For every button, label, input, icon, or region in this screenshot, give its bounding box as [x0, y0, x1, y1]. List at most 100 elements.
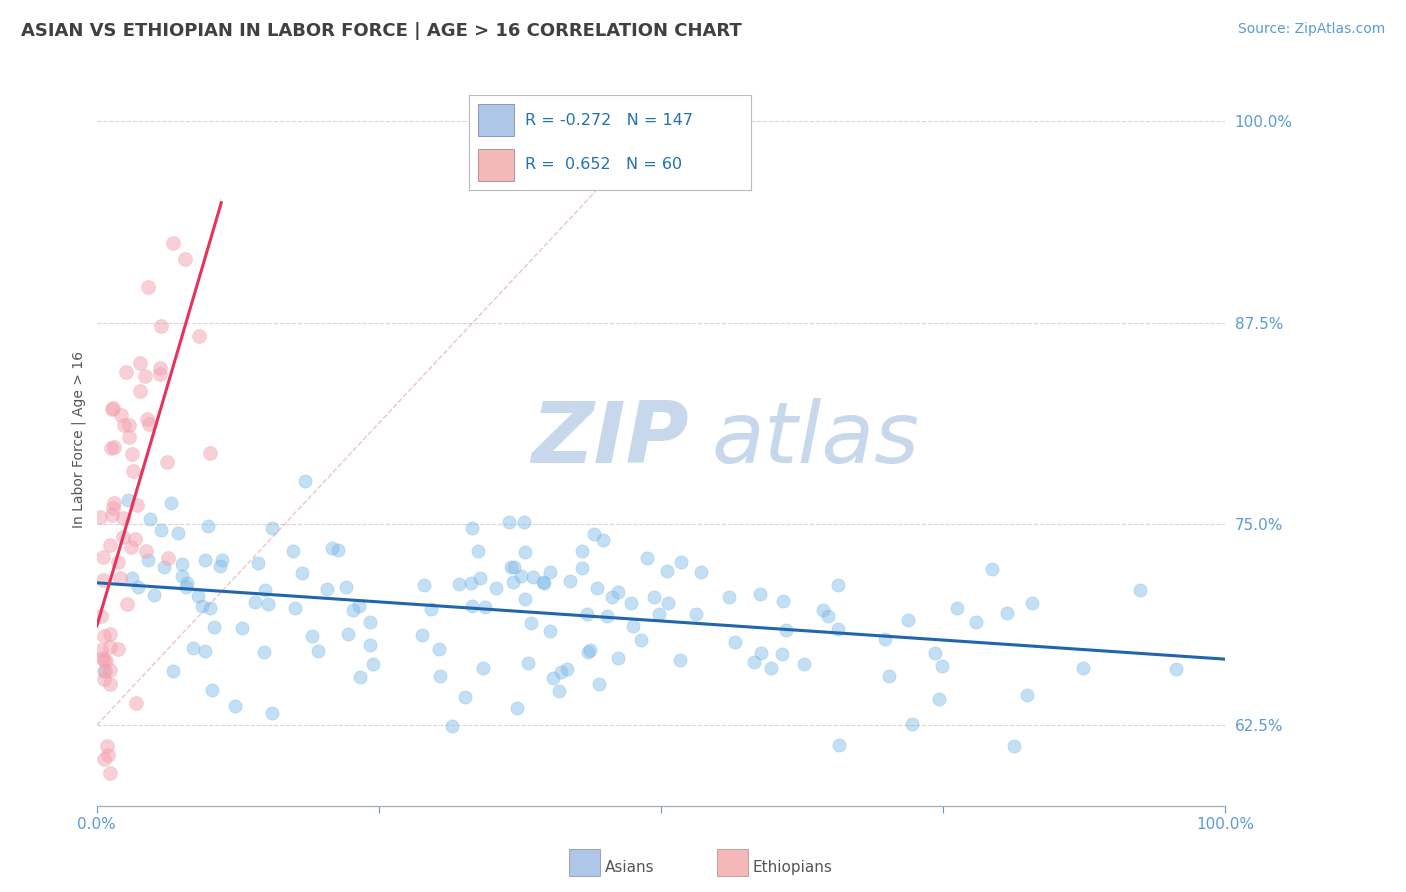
Point — [257, 597, 280, 611]
Point — [174, 252, 197, 266]
Point — [100, 442, 122, 456]
Point — [877, 669, 900, 683]
Point — [194, 553, 217, 567]
Point — [454, 690, 477, 704]
Point — [118, 430, 141, 444]
Point — [467, 544, 489, 558]
Point — [503, 560, 526, 574]
Point — [538, 566, 561, 580]
Point — [336, 626, 359, 640]
Point — [253, 645, 276, 659]
Point — [749, 587, 772, 601]
Point — [115, 365, 138, 379]
Point — [828, 738, 851, 752]
Point — [557, 661, 579, 675]
Point — [97, 747, 120, 762]
Point — [499, 560, 522, 574]
Point — [522, 570, 544, 584]
Point — [115, 597, 138, 611]
Point — [897, 613, 920, 627]
Point — [281, 544, 304, 558]
Point — [1071, 660, 1094, 674]
Point — [98, 677, 121, 691]
Point — [995, 607, 1018, 621]
Point — [413, 577, 436, 591]
Point — [284, 601, 307, 615]
Point — [101, 401, 124, 416]
Point — [170, 569, 193, 583]
Point — [326, 542, 349, 557]
Point — [98, 626, 121, 640]
Point — [485, 581, 508, 595]
Point — [724, 635, 747, 649]
Point — [112, 418, 135, 433]
Point — [93, 652, 115, 666]
Point — [516, 656, 538, 670]
Point — [162, 235, 184, 250]
Text: Asians: Asians — [605, 860, 654, 874]
Point — [827, 622, 849, 636]
Point — [209, 558, 232, 573]
Point — [669, 653, 692, 667]
Point — [91, 651, 114, 665]
Point — [138, 417, 160, 432]
Point — [571, 561, 593, 575]
Point — [793, 657, 815, 671]
Point — [100, 402, 122, 417]
Point — [136, 552, 159, 566]
Point — [110, 409, 132, 423]
Point — [538, 624, 561, 638]
Point — [827, 578, 849, 592]
Point — [96, 739, 118, 753]
Point — [772, 594, 794, 608]
Point — [150, 523, 173, 537]
Point — [108, 571, 131, 585]
Point — [607, 650, 630, 665]
Point — [359, 615, 381, 630]
Point — [134, 368, 156, 383]
Point — [689, 565, 711, 579]
Point — [107, 641, 129, 656]
Point — [349, 670, 371, 684]
Point — [101, 508, 124, 522]
Point — [224, 698, 246, 713]
Point — [301, 628, 323, 642]
Point — [817, 608, 839, 623]
Point — [98, 766, 121, 780]
Point — [1015, 688, 1038, 702]
Point — [262, 521, 284, 535]
Point — [93, 752, 115, 766]
Point — [558, 574, 581, 588]
Point — [93, 665, 115, 679]
Point — [630, 632, 652, 647]
Point — [607, 585, 630, 599]
Text: Source: ZipAtlas.com: Source: ZipAtlas.com — [1237, 22, 1385, 37]
Point — [294, 475, 316, 489]
Point — [474, 600, 496, 615]
Point — [121, 447, 143, 461]
Point — [231, 621, 253, 635]
Point — [460, 575, 482, 590]
Point — [657, 565, 679, 579]
Text: ZIP: ZIP — [531, 398, 689, 481]
Point — [759, 661, 782, 675]
Point — [592, 533, 614, 547]
Point — [156, 551, 179, 566]
Point — [149, 367, 172, 381]
Point — [1128, 582, 1150, 597]
Point — [103, 440, 125, 454]
Point — [509, 569, 531, 583]
Point — [506, 700, 529, 714]
Point — [468, 571, 491, 585]
Point — [600, 591, 623, 605]
Point — [143, 588, 166, 602]
Point — [135, 412, 157, 426]
Point — [138, 512, 160, 526]
Point — [148, 361, 170, 376]
Text: atlas: atlas — [711, 398, 920, 481]
Point — [153, 560, 176, 574]
Point — [550, 665, 572, 679]
Point — [742, 655, 765, 669]
Point — [321, 541, 343, 556]
Point — [901, 717, 924, 731]
